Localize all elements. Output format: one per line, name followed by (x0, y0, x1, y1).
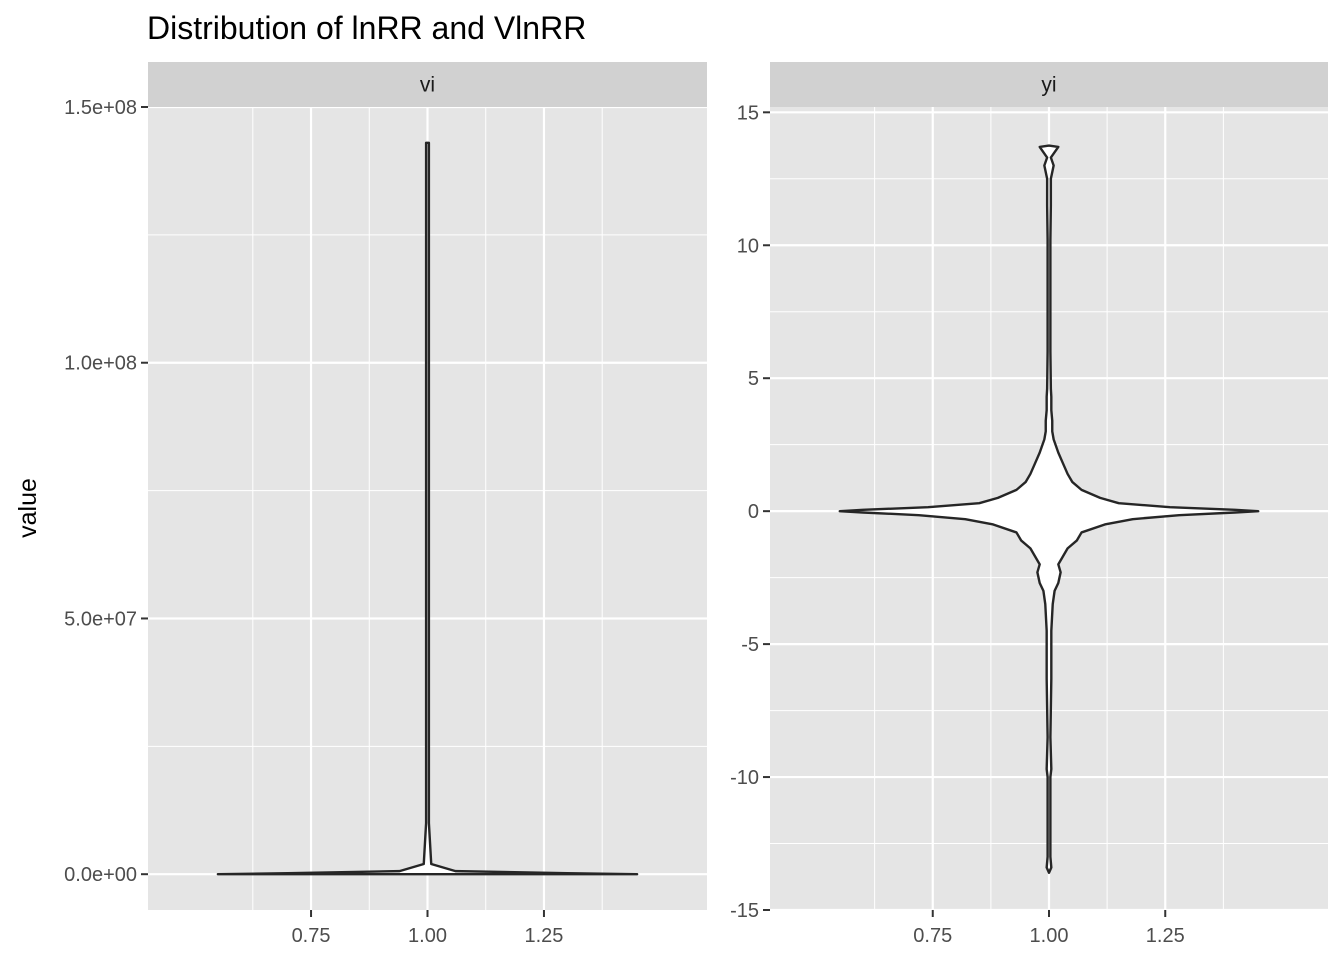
y-tick-label: 15 (737, 102, 759, 124)
strip-label-vi: vi (420, 74, 435, 97)
violin-vi (216, 141, 639, 876)
y-axis-title: value (14, 478, 42, 538)
x-tick-label: 1.00 (1030, 925, 1069, 947)
y-tick-label: 0 (748, 501, 759, 523)
x-tick-label: 1.00 (408, 925, 447, 947)
y-tick-label: -10 (730, 767, 759, 789)
y-tick-label: -15 (730, 900, 759, 922)
panels-layer: vi 0.0e+00 5.0e+07 1.0e+08 1.5e+08 0.75 1.00 1.… (64, 62, 1328, 947)
y-tick-label: 1.5e+08 (64, 97, 137, 119)
y-tick-label: 10 (737, 235, 759, 257)
facet-panel-vi: vi 0.0e+00 5.0e+07 1.0e+08 1.5e+08 0.75 1.00 1.… (64, 62, 707, 947)
x-tick-label: 0.75 (913, 925, 952, 947)
y-tick-label: 1.0e+08 (64, 353, 137, 375)
chart-title: Distribution of lnRR and VlnRR (147, 10, 586, 46)
strip-background (148, 62, 707, 107)
violin-yi (838, 144, 1260, 874)
y-tick-label: -5 (741, 634, 759, 656)
strip-label-yi: yi (1041, 74, 1056, 97)
x-tick-label: 1.25 (524, 925, 563, 947)
facet-panel-yi: yi -15 -10 -5 0 5 10 15 0.75 1.00 1.25 (730, 62, 1328, 947)
y-tick-label: 0.0e+00 (64, 864, 137, 886)
strip-background (770, 62, 1328, 107)
x-tick-label: 0.75 (292, 925, 331, 947)
y-tick-label: 5.0e+07 (64, 608, 137, 630)
y-tick-label: 5 (748, 368, 759, 390)
x-tick-label: 1.25 (1146, 925, 1185, 947)
